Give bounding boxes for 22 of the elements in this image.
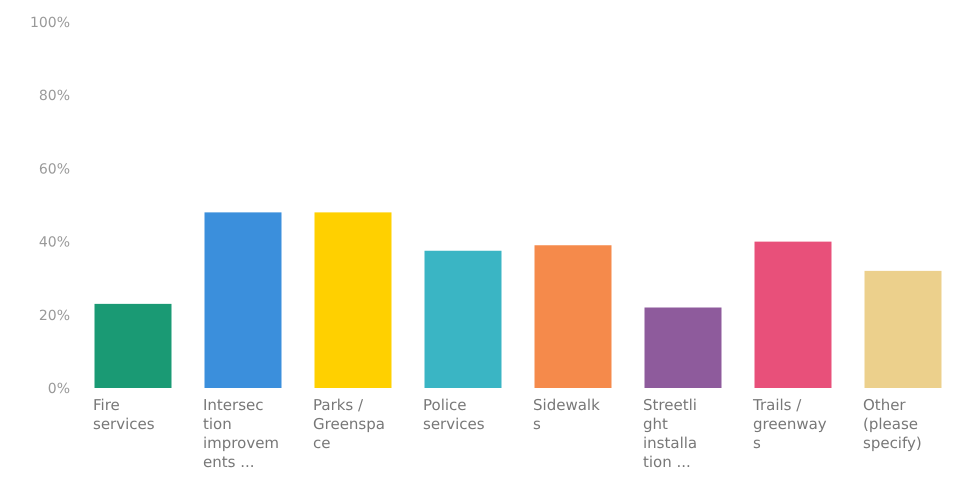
bar — [204, 212, 282, 388]
x-tick-label: Streetlight installation ... — [643, 396, 698, 471]
bar — [314, 212, 392, 388]
x-tick-label: Fire services — [93, 396, 155, 433]
bar — [424, 250, 502, 388]
bar — [644, 307, 722, 388]
y-tick-label: 20% — [38, 308, 70, 324]
y-tick-label: 40% — [38, 234, 70, 251]
x-tick-label: Parks / Greenspace — [313, 396, 385, 452]
bar — [94, 304, 172, 388]
y-tick-label: 60% — [38, 161, 70, 178]
x-tick-label: Other (please specify) — [863, 396, 922, 452]
x-tick-label: Police services — [423, 396, 485, 433]
y-tick-label: 100% — [30, 14, 70, 31]
y-tick-label: 80% — [38, 88, 70, 104]
x-tick-label: Trails / greenways — [752, 396, 827, 452]
x-tick-label: Intersection improvements ... — [203, 396, 280, 471]
x-tick-label: Sidewalks — [533, 396, 600, 433]
bar — [864, 270, 942, 388]
bar — [534, 245, 612, 388]
bar — [754, 242, 832, 388]
y-tick-label: 0% — [48, 380, 70, 397]
